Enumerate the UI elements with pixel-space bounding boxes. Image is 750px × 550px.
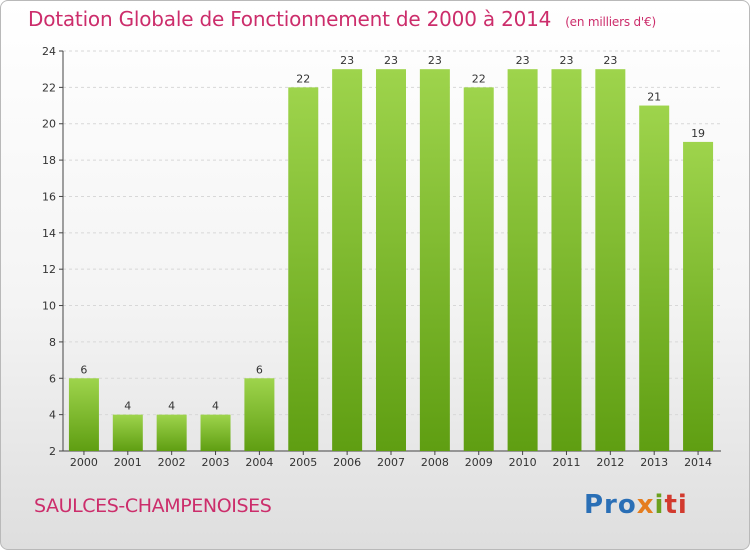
commune-name: SAULCES-CHAMPENOISES xyxy=(34,495,272,517)
bar xyxy=(332,69,363,451)
x-tick-label: 2000 xyxy=(70,456,98,469)
data-label: 23 xyxy=(603,54,617,67)
data-label: 23 xyxy=(340,54,354,67)
bar xyxy=(507,69,538,451)
x-tick-label: 2006 xyxy=(333,456,361,469)
data-label: 4 xyxy=(212,400,219,413)
bar xyxy=(639,105,670,451)
data-label: 23 xyxy=(384,54,398,67)
y-tick-label: 20 xyxy=(42,118,56,131)
data-label: 22 xyxy=(472,72,486,85)
x-tick-label: 2007 xyxy=(377,456,405,469)
data-label: 23 xyxy=(559,54,573,67)
bar xyxy=(112,414,143,451)
y-tick-label: 12 xyxy=(42,263,56,276)
bar xyxy=(551,69,582,451)
data-label: 4 xyxy=(168,400,175,413)
logo-part-3: i xyxy=(654,490,665,520)
x-tick-label: 2011 xyxy=(552,456,580,469)
y-tick-label: 18 xyxy=(42,154,56,167)
y-tick-label: 22 xyxy=(42,81,56,94)
chart-title-text: Dotation Globale de Fonctionnement de 20… xyxy=(28,7,552,31)
bar xyxy=(288,87,319,451)
data-label: 23 xyxy=(516,54,530,67)
x-tick-label: 2005 xyxy=(289,456,317,469)
chart-title: Dotation Globale de Fonctionnement de 20… xyxy=(28,7,656,31)
bar xyxy=(419,69,450,451)
y-tick-label: 6 xyxy=(49,372,56,385)
bar xyxy=(683,141,714,451)
bar xyxy=(595,69,626,451)
x-tick-label: 2010 xyxy=(509,456,537,469)
data-label: 21 xyxy=(647,91,661,104)
bar xyxy=(156,414,187,451)
proxiti-logo[interactable]: Proxiti xyxy=(584,490,688,520)
x-tick-label: 2003 xyxy=(202,456,230,469)
logo-part-4: ti xyxy=(664,490,688,520)
x-tick-label: 2001 xyxy=(114,456,142,469)
data-label: 4 xyxy=(124,400,131,413)
data-label: 6 xyxy=(80,363,87,376)
y-tick-label: 10 xyxy=(42,300,56,313)
bar xyxy=(200,414,231,451)
y-tick-label: 16 xyxy=(42,190,56,203)
bar xyxy=(463,87,494,451)
y-tick-label: 8 xyxy=(49,336,56,349)
bar xyxy=(68,378,99,451)
x-tick-label: 2002 xyxy=(158,456,186,469)
logo-part-1: Pro xyxy=(584,490,637,520)
x-tick-label: 2009 xyxy=(465,456,493,469)
chart-subtitle: (en milliers d'€) xyxy=(565,15,656,29)
y-tick-label: 14 xyxy=(42,227,56,240)
bar xyxy=(376,69,406,451)
data-label: 6 xyxy=(256,363,263,376)
x-tick-label: 2014 xyxy=(684,456,712,469)
data-label: 23 xyxy=(428,54,442,67)
y-tick-label: 24 xyxy=(42,45,56,58)
bar xyxy=(244,378,275,451)
x-tick-label: 2008 xyxy=(421,456,449,469)
x-tick-label: 2004 xyxy=(245,456,273,469)
y-tick-label: 4 xyxy=(49,409,56,422)
data-label: 22 xyxy=(296,72,310,85)
data-label: 19 xyxy=(691,127,705,140)
y-tick-label: 2 xyxy=(49,445,56,458)
x-tick-label: 2012 xyxy=(596,456,624,469)
x-tick-label: 2013 xyxy=(640,456,668,469)
logo-part-2: x xyxy=(636,490,655,520)
